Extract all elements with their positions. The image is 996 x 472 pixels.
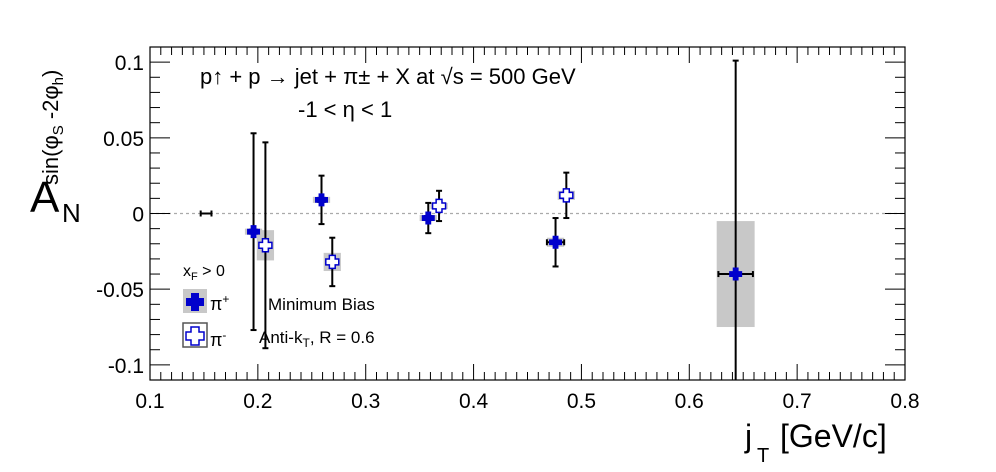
y-tick-label: -0.05: [96, 279, 144, 302]
chart-title-line2: -1 < η < 1: [298, 97, 392, 122]
legend-header: xF > 0: [183, 263, 225, 283]
data-point-π--3: [559, 188, 574, 203]
data-point-π--1: [325, 254, 340, 270]
chart-title-line1: p↑ + p → jet + π± + X at √s = 500 GeV: [200, 64, 576, 89]
x-tick-label: 0.1: [135, 390, 164, 413]
axis-tick-labels: 0.1 0.2 0.3 0.4 0.5 0.6 0.7 0.8 -0.1 -0.05 0 0.05 0.…: [96, 52, 919, 413]
x-tick-label: 0.5: [567, 390, 596, 413]
y-tick-label: 0: [132, 204, 144, 227]
x-tick-label: 0.6: [675, 390, 704, 413]
x-tick-label: 0.3: [351, 390, 380, 413]
legend-marker-pi-minus: [185, 326, 205, 346]
x-tick-label: 0.7: [783, 390, 812, 413]
y-tick-label: 0.1: [115, 52, 144, 75]
data-point-π--0: [258, 238, 273, 253]
y-axis-label-main: A: [30, 173, 60, 222]
legend-marker-pi-plus: [186, 293, 204, 311]
annotation-selection: Minimum Bias: [268, 295, 375, 314]
data-point-π+-4: [549, 235, 563, 249]
axis-ticks: [149, 46, 906, 381]
data-point-π+-3: [421, 211, 435, 225]
legend-label-pi-minus: π-: [210, 328, 226, 350]
x-tick-label: 0.4: [459, 390, 489, 413]
y-axis-label-super: sin(φS -2φh): [38, 70, 67, 185]
x-tick-label: 0.8: [890, 390, 919, 413]
svg-text:T: T: [757, 445, 769, 467]
svg-text:[GeV/c]: [GeV/c]: [780, 418, 887, 454]
legend: xF > 0 π+ π-: [182, 263, 229, 350]
y-tick-label: 0.05: [103, 128, 144, 151]
data-point-π--2: [431, 198, 447, 214]
data-point-π+-5: [729, 267, 743, 281]
svg-text:j: j: [744, 418, 752, 454]
y-tick-label: -0.1: [108, 355, 144, 378]
annotation-jet: Anti-kT, R = 0.6: [259, 328, 375, 350]
y-axis-label: A N sin(φS -2φh): [30, 70, 81, 228]
x-axis-label: j T [GeV/c]: [744, 418, 887, 467]
x-tick-label: 0.2: [243, 390, 272, 413]
data-point-π+-1: [247, 225, 261, 239]
data-markers: [247, 188, 743, 281]
data-point-π+-2: [314, 193, 328, 207]
legend-label-pi-plus: π+: [210, 292, 229, 314]
y-axis-label-sub: N: [62, 198, 81, 228]
